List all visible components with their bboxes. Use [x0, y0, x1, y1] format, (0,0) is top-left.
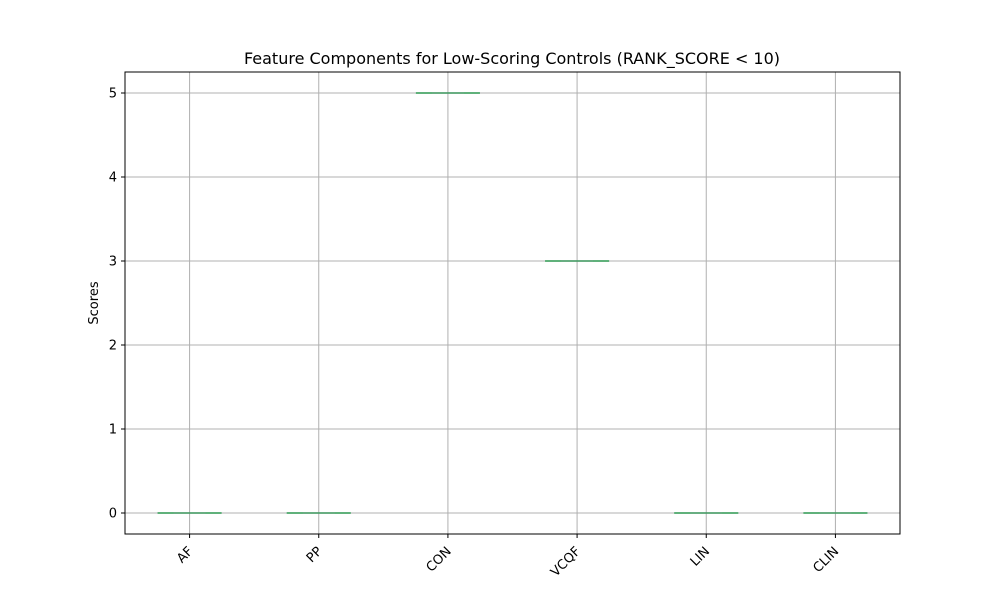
- plot-area-frame: [124, 71, 901, 535]
- y-tick-label: 1: [109, 423, 117, 438]
- y-tick-label: 5: [109, 87, 117, 102]
- chart-title: Feature Components for Low-Scoring Contr…: [244, 49, 780, 69]
- grid-lines: [125, 72, 900, 534]
- x-tick-label: LIN: [688, 544, 713, 569]
- x-tick-label: PP: [304, 544, 326, 566]
- y-tick-label: 2: [109, 339, 117, 354]
- x-tick-label: CON: [424, 544, 455, 575]
- y-tick-label: 0: [109, 507, 117, 522]
- y-tick-label: 4: [109, 171, 117, 186]
- x-tick-label: CLIN: [811, 544, 843, 576]
- box-marks: [157, 92, 868, 514]
- y-axis-label: Scores: [87, 281, 102, 324]
- axis-ticks: 0 1 2 3 4 5 AF PP CON VCQF LIN CLIN: [109, 87, 843, 581]
- x-tick-label: VCQF: [548, 544, 584, 580]
- y-tick-label: 3: [109, 255, 117, 270]
- x-tick-label: AF: [174, 544, 196, 566]
